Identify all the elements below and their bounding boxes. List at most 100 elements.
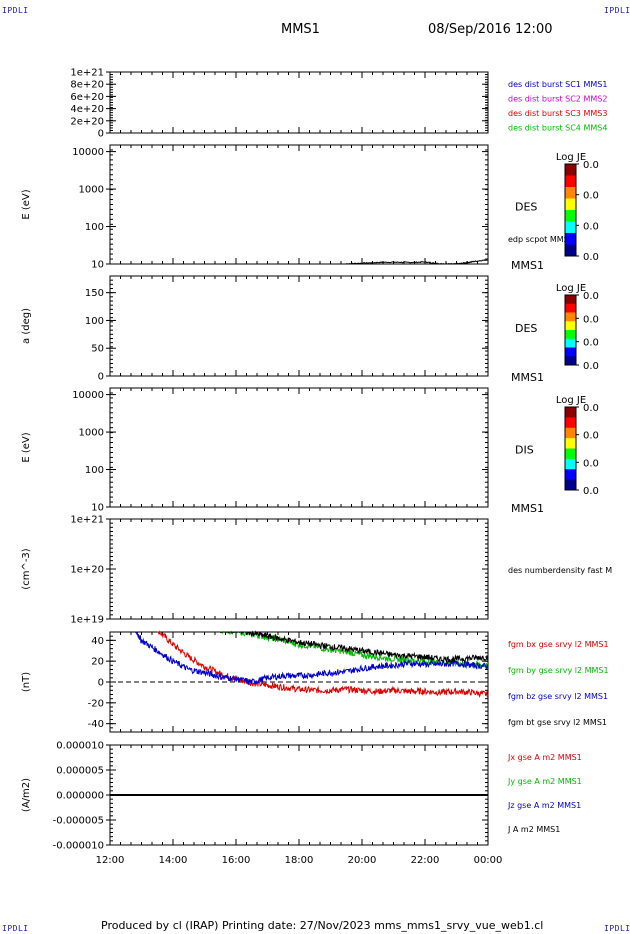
series-line-bz [135, 631, 489, 686]
y-tick-label: 0 [98, 372, 104, 383]
y-tick-label: -0.000010 [53, 841, 104, 852]
legend-label: J A m2 MMS1 [507, 825, 560, 834]
y-tick-label: 1e+19 [70, 615, 104, 626]
y-tick-label: 100 [85, 222, 104, 233]
y-axis-label: (cm^-3) [21, 548, 32, 589]
colorbar-frame [564, 163, 577, 257]
y-tick-label: 0.000000 [56, 791, 104, 802]
series-line-scpot [346, 259, 488, 265]
footer-credit: Produced by cl (IRAP) Printing date: 27/… [101, 919, 544, 932]
y-tick-label: 4e+20 [70, 104, 104, 115]
colorbar-segment [565, 417, 576, 429]
legend-label: des dist burst SC3 MMS3 [508, 109, 607, 118]
datetime-title: 08/Sep/2016 12:00 [428, 22, 553, 37]
colorbar-segment [565, 479, 576, 491]
overlay-label: edp scpot MMS1 [508, 235, 574, 244]
instrument-label: DES [515, 201, 537, 214]
legend-label: Jz gse A m2 MMS1 [507, 801, 581, 810]
panel-frame [109, 71, 489, 134]
series-line-bt [219, 630, 489, 664]
y-tick-label: 10 [91, 260, 104, 271]
colorbar-segment [565, 356, 576, 366]
y-tick-label: 20 [91, 657, 104, 668]
colorbar-tick-label: 0.0 [583, 403, 599, 414]
y-tick-label: 0 [98, 678, 104, 689]
colorbar-segment [565, 330, 576, 340]
spacecraft-title: MMS1 [281, 22, 320, 37]
y-tick-label: 1000 [79, 185, 104, 196]
colorbar-segment [565, 210, 576, 222]
y-tick-label: 0.000005 [56, 766, 104, 777]
panel-frame [109, 387, 489, 508]
time-tick-label: 20:00 [348, 855, 377, 866]
legend-label: des dist burst SC1 MMS1 [508, 80, 607, 89]
legend-label: des dist burst SC4 MMS4 [508, 124, 607, 133]
colorbar-segment [565, 312, 576, 322]
time-tick-label: 22:00 [411, 855, 440, 866]
colorbar-segment [565, 198, 576, 211]
y-axis-label: (A/m2) [21, 778, 32, 812]
colorbar-segment [565, 175, 576, 188]
legend-label: des dist burst SC2 MMS2 [508, 95, 607, 104]
colorbar-segment [565, 187, 576, 199]
colorbar-tick-label: 0.0 [583, 221, 599, 232]
colorbar-tick-label: 0.0 [583, 252, 599, 263]
y-tick-label: 0 [98, 129, 104, 140]
y-axis-label: E (eV) [21, 189, 32, 219]
instrument-label: DES [515, 322, 537, 335]
y-tick-label: 2e+20 [70, 116, 104, 127]
y-tick-label: 10000 [72, 147, 104, 158]
corner-mark-top-left: IPDLI [2, 6, 29, 15]
colorbar-tick-label: 0.0 [583, 458, 599, 469]
colorbar-tick-label: 0.0 [583, 338, 599, 349]
spacecraft-label: MMS1 [511, 259, 544, 272]
colorbar-frame [564, 294, 577, 366]
y-tick-label: -40 [88, 719, 104, 730]
corner-mark-bottom-left: IPDLI [2, 924, 29, 933]
y-tick-label: 40 [91, 636, 104, 647]
y-tick-label: 6e+20 [70, 92, 104, 103]
spacecraft-label: MMS1 [511, 371, 544, 384]
y-tick-label: 1e+21 [70, 515, 104, 526]
y-tick-label: 100 [85, 316, 104, 327]
colorbar-segment [565, 244, 576, 257]
time-tick-label: 14:00 [159, 855, 188, 866]
colorbar-segment [565, 448, 576, 460]
time-tick-label: 12:00 [96, 855, 125, 866]
colorbar-tick-label: 0.0 [583, 191, 599, 202]
y-axis-label: a (deg) [21, 308, 32, 344]
colorbar-tick-label: 0.0 [583, 160, 599, 171]
colorbar-segment [565, 438, 576, 449]
colorbar-tick-label: 0.0 [583, 314, 599, 325]
time-tick-label: 18:00 [285, 855, 314, 866]
colorbar-segment [565, 458, 576, 470]
colorbar-title: Log JE [556, 395, 586, 406]
time-tick-label: 16:00 [222, 855, 251, 866]
y-tick-label: 10000 [72, 390, 104, 401]
legend-label: Jx gse A m2 MMS1 [507, 753, 582, 762]
colorbar-segment [565, 233, 576, 245]
corner-mark-bottom-right: IPDLI [604, 924, 630, 933]
y-tick-label: 1e+20 [70, 565, 104, 576]
colorbar-segment [565, 427, 576, 439]
colorbar-segment [565, 469, 576, 481]
legend-label: des numberdensity fast M [508, 566, 612, 575]
colorbar-tick-label: 0.0 [583, 361, 599, 372]
colorbar-segment [565, 221, 576, 234]
y-tick-label: 1000 [79, 428, 104, 439]
colorbar-tick-label: 0.0 [583, 291, 599, 302]
colorbar-segment [565, 338, 576, 348]
legend-label: fgm bz gse srvy l2 MMS1 [508, 692, 608, 701]
panel-frame [109, 144, 489, 265]
colorbar-segment [565, 321, 576, 331]
colorbar-tick-label: 0.0 [583, 486, 599, 497]
colorbar-segment [565, 295, 576, 305]
legend-label: fgm by gse srvy l2 MMS1 [508, 666, 609, 675]
panel-frame [109, 518, 489, 620]
y-tick-label: 0.000010 [56, 741, 104, 752]
y-tick-label: 10 [91, 503, 104, 514]
y-tick-label: 50 [91, 344, 104, 355]
colorbar-frame [564, 406, 577, 491]
corner-mark-top-right: IPDLI [604, 6, 630, 15]
